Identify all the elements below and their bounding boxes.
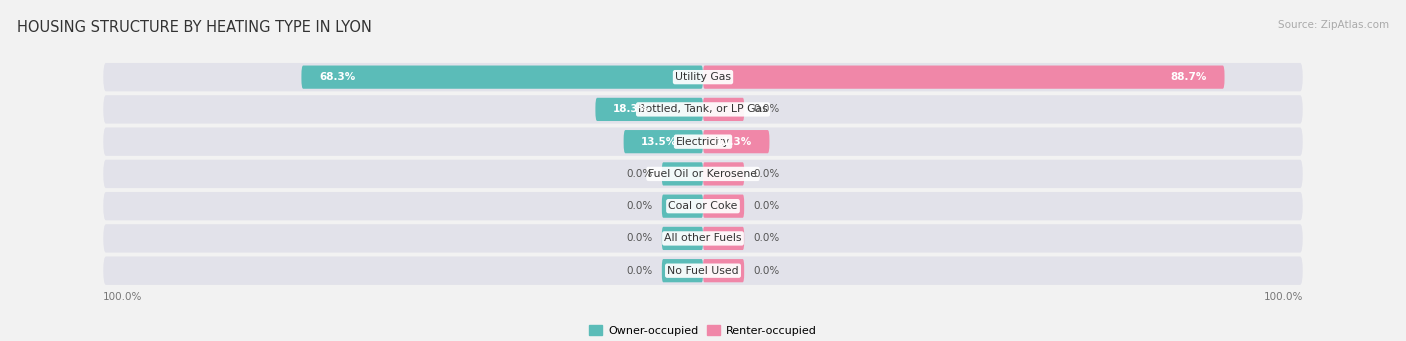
Text: 100.0%: 100.0%	[103, 292, 142, 302]
FancyBboxPatch shape	[103, 256, 1303, 285]
FancyBboxPatch shape	[624, 130, 703, 153]
FancyBboxPatch shape	[595, 98, 703, 121]
Text: HOUSING STRUCTURE BY HEATING TYPE IN LYON: HOUSING STRUCTURE BY HEATING TYPE IN LYO…	[17, 20, 371, 35]
FancyBboxPatch shape	[703, 227, 744, 250]
Text: Fuel Oil or Kerosene: Fuel Oil or Kerosene	[648, 169, 758, 179]
FancyBboxPatch shape	[103, 224, 1303, 253]
Text: 0.0%: 0.0%	[754, 234, 779, 243]
FancyBboxPatch shape	[662, 227, 703, 250]
Text: 88.7%: 88.7%	[1171, 72, 1206, 82]
FancyBboxPatch shape	[103, 95, 1303, 123]
Text: 0.0%: 0.0%	[627, 234, 652, 243]
Text: 11.3%: 11.3%	[716, 137, 752, 147]
Text: 18.3%: 18.3%	[613, 104, 650, 114]
FancyBboxPatch shape	[103, 160, 1303, 188]
Text: 13.5%: 13.5%	[641, 137, 678, 147]
FancyBboxPatch shape	[301, 65, 703, 89]
Text: No Fuel Used: No Fuel Used	[668, 266, 738, 276]
FancyBboxPatch shape	[703, 130, 769, 153]
FancyBboxPatch shape	[103, 63, 1303, 91]
Text: 0.0%: 0.0%	[627, 266, 652, 276]
FancyBboxPatch shape	[662, 259, 703, 282]
FancyBboxPatch shape	[703, 195, 744, 218]
Text: 68.3%: 68.3%	[319, 72, 356, 82]
Text: 0.0%: 0.0%	[754, 104, 779, 114]
FancyBboxPatch shape	[703, 259, 744, 282]
FancyBboxPatch shape	[703, 98, 744, 121]
Text: 0.0%: 0.0%	[754, 201, 779, 211]
Text: Bottled, Tank, or LP Gas: Bottled, Tank, or LP Gas	[638, 104, 768, 114]
Text: Electricity: Electricity	[676, 137, 730, 147]
FancyBboxPatch shape	[103, 192, 1303, 220]
FancyBboxPatch shape	[662, 162, 703, 186]
Text: 0.0%: 0.0%	[627, 169, 652, 179]
Text: 0.0%: 0.0%	[627, 201, 652, 211]
Text: 100.0%: 100.0%	[1264, 292, 1303, 302]
Text: 0.0%: 0.0%	[754, 169, 779, 179]
Text: 0.0%: 0.0%	[754, 266, 779, 276]
FancyBboxPatch shape	[103, 128, 1303, 156]
FancyBboxPatch shape	[703, 65, 1225, 89]
Text: Utility Gas: Utility Gas	[675, 72, 731, 82]
Text: All other Fuels: All other Fuels	[664, 234, 742, 243]
FancyBboxPatch shape	[662, 195, 703, 218]
Text: Source: ZipAtlas.com: Source: ZipAtlas.com	[1278, 20, 1389, 30]
Text: Coal or Coke: Coal or Coke	[668, 201, 738, 211]
Legend: Owner-occupied, Renter-occupied: Owner-occupied, Renter-occupied	[585, 321, 821, 340]
FancyBboxPatch shape	[703, 162, 744, 186]
